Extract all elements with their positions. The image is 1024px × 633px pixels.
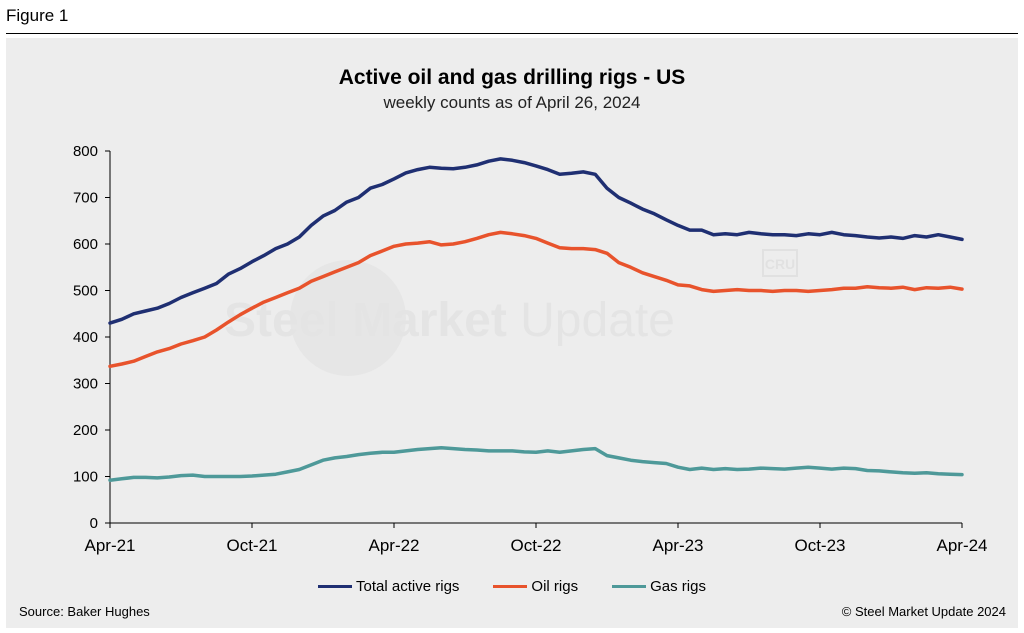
legend-swatch: [612, 585, 647, 588]
x-tick-label: Apr-22: [368, 536, 419, 555]
watermark-logo-circle: [290, 260, 406, 376]
figure-label: Figure 1: [6, 6, 69, 25]
legend-item-gas-rigs: Gas rigs: [612, 578, 706, 595]
legend-label: Oil rigs: [531, 578, 579, 595]
chart-title: Active oil and gas drilling rigs - US: [338, 66, 686, 89]
watermark: Steel Market Update CRU: [224, 249, 798, 376]
watermark-text-bold: Steel Market: [224, 294, 507, 347]
x-tick-label: Apr-24: [936, 536, 987, 555]
y-tick-label: 400: [73, 329, 98, 346]
copyright-note: © Steel Market Update 2024: [841, 604, 1006, 619]
watermark-badge-box: [762, 249, 798, 277]
y-tick-label: 100: [73, 469, 98, 486]
legend-swatch: [493, 585, 528, 588]
y-tick-label: 800: [73, 143, 98, 160]
watermark-badge: CRU: [765, 256, 795, 272]
series-line-gas-rigs: [108, 445, 964, 482]
x-axis: Apr-21 Oct-21 Apr-22 Oct-22 Apr-23 Oct-23 Apr-…: [84, 522, 988, 555]
legend-label: Gas rigs: [650, 578, 706, 595]
chart-panel: [6, 38, 1018, 628]
source-note: Source: Baker Hughes: [19, 604, 150, 619]
y-tick-label: 700: [73, 190, 98, 207]
x-tick-label: Oct-23: [794, 536, 845, 555]
watermark-text-light: Update: [507, 294, 675, 347]
chart-legend: Total active rigs Oil rigs Gas rigs: [0, 578, 1024, 595]
legend-label: Total active rigs: [356, 578, 460, 595]
y-tick-label: 600: [73, 236, 98, 253]
y-axis: 0 100 200 300 400 500 600 700 800: [73, 143, 111, 532]
chart-subtitle: weekly counts as of April 26, 2024: [383, 93, 641, 112]
watermark-text: Steel Market Update: [224, 294, 675, 347]
legend-item-oil-rigs: Oil rigs: [493, 578, 578, 595]
legend-swatch: [318, 585, 353, 588]
y-tick-label: 300: [73, 376, 98, 393]
y-tick-label: 200: [73, 422, 98, 439]
x-tick-label: Oct-21: [226, 536, 277, 555]
figure-rule: [6, 33, 1018, 34]
x-tick-label: Apr-21: [84, 536, 135, 555]
series-line-oil-rigs: [108, 230, 964, 369]
y-tick-label: 500: [73, 283, 98, 300]
y-tick-label: 0: [90, 515, 98, 532]
x-tick-label: Oct-22: [510, 536, 561, 555]
legend-item-total-active-rigs: Total active rigs: [318, 578, 459, 595]
series-line-total-active-rigs: [108, 157, 964, 325]
x-tick-label: Apr-23: [652, 536, 703, 555]
series-layer: [108, 157, 964, 482]
